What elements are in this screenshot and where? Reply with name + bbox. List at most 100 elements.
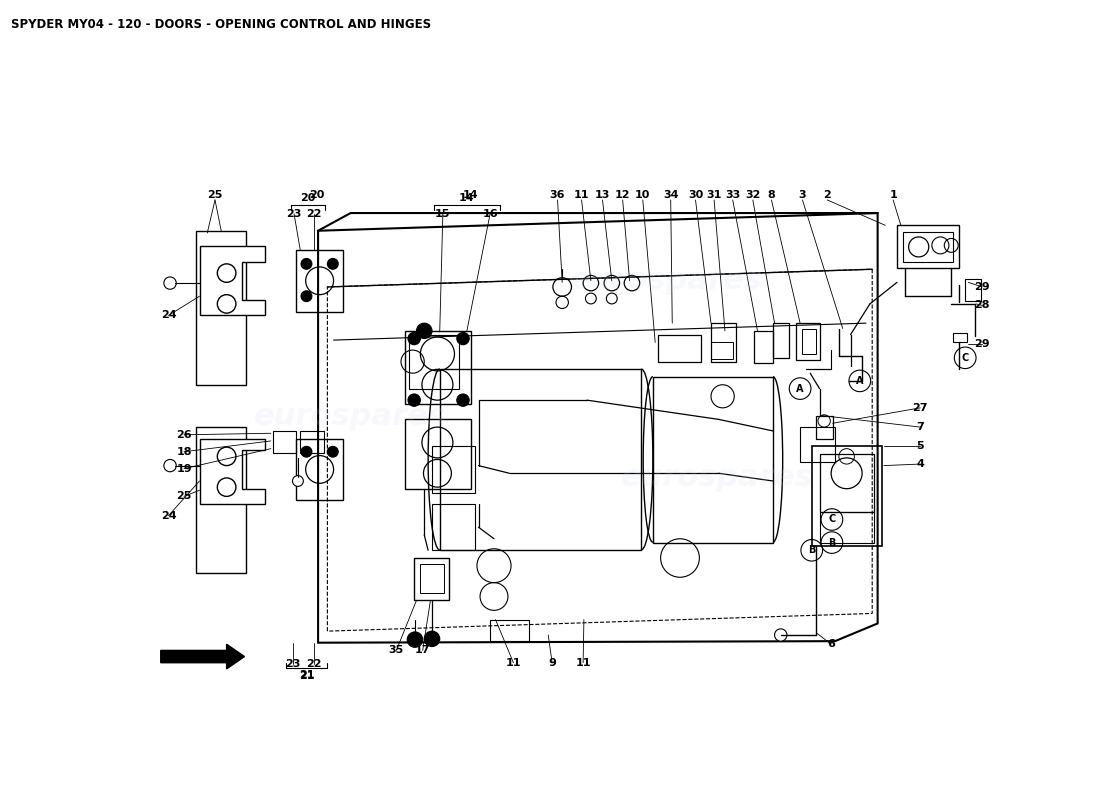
Bar [420, 564, 443, 594]
Text: 11: 11 [575, 658, 591, 668]
Bar [800, 427, 835, 462]
Text: 24: 24 [161, 510, 176, 521]
Text: A: A [856, 376, 864, 386]
Bar [820, 454, 873, 512]
Text: 2: 2 [824, 190, 832, 199]
Text: 33: 33 [725, 190, 740, 199]
Bar [820, 512, 873, 542]
Text: 21: 21 [299, 671, 315, 681]
Text: 34: 34 [663, 190, 679, 199]
Text: 35: 35 [388, 646, 404, 655]
Bar [300, 431, 323, 453]
Circle shape [293, 476, 304, 486]
Circle shape [301, 291, 312, 302]
Bar [296, 438, 343, 500]
Bar [754, 331, 773, 363]
Text: 19: 19 [176, 464, 191, 474]
Text: 10: 10 [635, 190, 650, 199]
Circle shape [456, 332, 470, 345]
Circle shape [456, 394, 470, 406]
Text: 13: 13 [595, 190, 610, 199]
Polygon shape [199, 438, 265, 504]
Text: eurospares: eurospares [254, 402, 447, 431]
Circle shape [301, 258, 312, 270]
Bar [658, 334, 701, 362]
Circle shape [164, 277, 176, 290]
Text: 6: 6 [827, 639, 835, 650]
Text: 20: 20 [300, 193, 316, 202]
Text: eurospares: eurospares [570, 266, 762, 295]
Bar [953, 333, 967, 342]
Text: 32: 32 [745, 190, 760, 199]
Circle shape [328, 258, 338, 270]
Text: 20: 20 [309, 190, 324, 199]
Text: 31: 31 [706, 190, 722, 199]
Text: 25: 25 [176, 491, 191, 502]
Text: 27: 27 [913, 403, 928, 413]
Text: 23: 23 [285, 659, 300, 670]
Text: 22: 22 [307, 659, 322, 670]
Text: B: B [828, 538, 836, 547]
Circle shape [301, 446, 312, 457]
Text: 8: 8 [768, 190, 776, 199]
Text: 30: 30 [688, 190, 703, 199]
Text: 1: 1 [889, 190, 896, 199]
Text: 24: 24 [161, 310, 176, 321]
Bar [711, 342, 733, 359]
Bar [896, 226, 959, 268]
Text: SPYDER MY04 - 120 - DOORS - OPENING CONTROL AND HINGES: SPYDER MY04 - 120 - DOORS - OPENING CONT… [11, 18, 431, 31]
Circle shape [408, 332, 420, 345]
Circle shape [408, 394, 420, 406]
Text: eurospares: eurospares [620, 463, 814, 493]
Bar [415, 558, 449, 600]
Text: 12: 12 [615, 190, 630, 199]
Bar [296, 250, 343, 312]
Text: B: B [808, 546, 815, 555]
Bar [815, 415, 833, 438]
Text: 7: 7 [916, 422, 924, 432]
Text: 23: 23 [286, 209, 301, 219]
Text: 16: 16 [482, 209, 498, 219]
Text: 9: 9 [548, 658, 557, 668]
Bar [812, 446, 881, 546]
Bar [273, 431, 296, 453]
Text: 14: 14 [463, 190, 478, 199]
Text: 11: 11 [574, 190, 590, 199]
Circle shape [425, 631, 440, 646]
Circle shape [164, 459, 176, 472]
Text: 22: 22 [307, 209, 322, 219]
Text: 15: 15 [436, 209, 451, 219]
Text: 21: 21 [299, 670, 315, 680]
Text: 18: 18 [176, 446, 191, 457]
Text: 29: 29 [975, 282, 990, 292]
Bar [803, 330, 816, 354]
Text: 17: 17 [415, 646, 430, 655]
Text: C: C [961, 353, 969, 363]
Bar [409, 334, 459, 389]
Bar [965, 279, 981, 301]
Text: 3: 3 [799, 190, 806, 199]
Bar [432, 446, 474, 493]
Text: 11: 11 [506, 658, 521, 668]
Circle shape [407, 632, 422, 647]
Circle shape [774, 629, 786, 641]
Bar [432, 504, 474, 550]
Text: 4: 4 [916, 459, 924, 469]
Bar [796, 323, 820, 360]
Circle shape [417, 323, 432, 338]
Polygon shape [199, 246, 265, 315]
Text: 14: 14 [459, 193, 475, 202]
Text: 28: 28 [975, 301, 990, 310]
Bar [711, 323, 736, 362]
Text: 36: 36 [550, 190, 565, 199]
Text: 29: 29 [975, 339, 990, 349]
Bar [903, 231, 953, 262]
Polygon shape [161, 644, 244, 669]
Text: A: A [796, 384, 804, 394]
Text: 25: 25 [207, 190, 222, 199]
Bar [491, 619, 529, 641]
Text: 26: 26 [176, 430, 191, 440]
Circle shape [328, 446, 338, 457]
Text: 5: 5 [916, 442, 924, 451]
Bar [773, 323, 789, 358]
